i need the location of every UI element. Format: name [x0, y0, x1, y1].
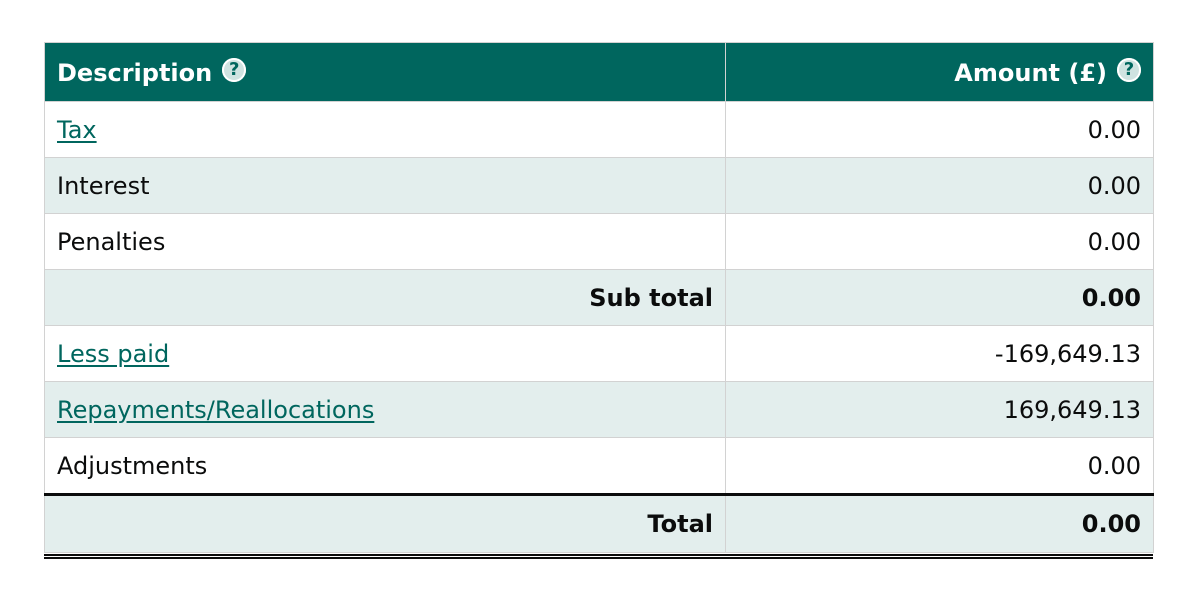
tax-link[interactable]: Tax [57, 115, 97, 144]
less-paid-link[interactable]: Less paid [57, 339, 170, 368]
subtotal-amount: 0.00 [725, 269, 1154, 326]
row-amount: 0.00 [725, 437, 1154, 495]
row-amount: 0.00 [725, 157, 1154, 214]
description-header-label: Description [57, 58, 213, 87]
row-label-cell: Repayments/Reallocations [44, 381, 726, 438]
table-row-tax: Tax 0.00 [44, 101, 1154, 158]
row-amount: 0.00 [725, 213, 1154, 270]
table-row-adjustments: Adjustments 0.00 [44, 437, 1154, 495]
total-amount: 0.00 [725, 493, 1154, 553]
account-summary-table: Description? Amount (£)? Tax 0.00 Intere… [44, 42, 1154, 553]
table-row-total: Total 0.00 [44, 493, 1154, 553]
row-label: Penalties [44, 213, 726, 270]
table-row-subtotal: Sub total 0.00 [44, 269, 1154, 326]
amount-header-label: Amount (£) [954, 58, 1107, 87]
amount-header: Amount (£)? [725, 42, 1154, 102]
table-row-less-paid: Less paid -169,649.13 [44, 325, 1154, 382]
table-row-repayments: Repayments/Reallocations 169,649.13 [44, 381, 1154, 438]
description-header: Description? [44, 42, 726, 102]
subtotal-label: Sub total [44, 269, 726, 326]
row-label-cell: Less paid [44, 325, 726, 382]
table-row-interest: Interest 0.00 [44, 157, 1154, 214]
row-amount: -169,649.13 [725, 325, 1154, 382]
row-label: Interest [44, 157, 726, 214]
repayments-reallocations-link[interactable]: Repayments/Reallocations [57, 395, 375, 424]
account-summary: Description? Amount (£)? Tax 0.00 Intere… [44, 42, 1154, 559]
row-amount: 169,649.13 [725, 381, 1154, 438]
help-icon[interactable]: ? [222, 57, 247, 82]
total-label: Total [44, 493, 726, 553]
total-double-underline [44, 554, 1153, 559]
row-label: Adjustments [44, 437, 726, 495]
row-label-cell: Tax [44, 101, 726, 158]
help-icon[interactable]: ? [1117, 57, 1141, 82]
row-amount: 0.00 [725, 101, 1154, 158]
table-row-penalties: Penalties 0.00 [44, 213, 1154, 270]
table-header-row: Description? Amount (£)? [44, 42, 1154, 102]
